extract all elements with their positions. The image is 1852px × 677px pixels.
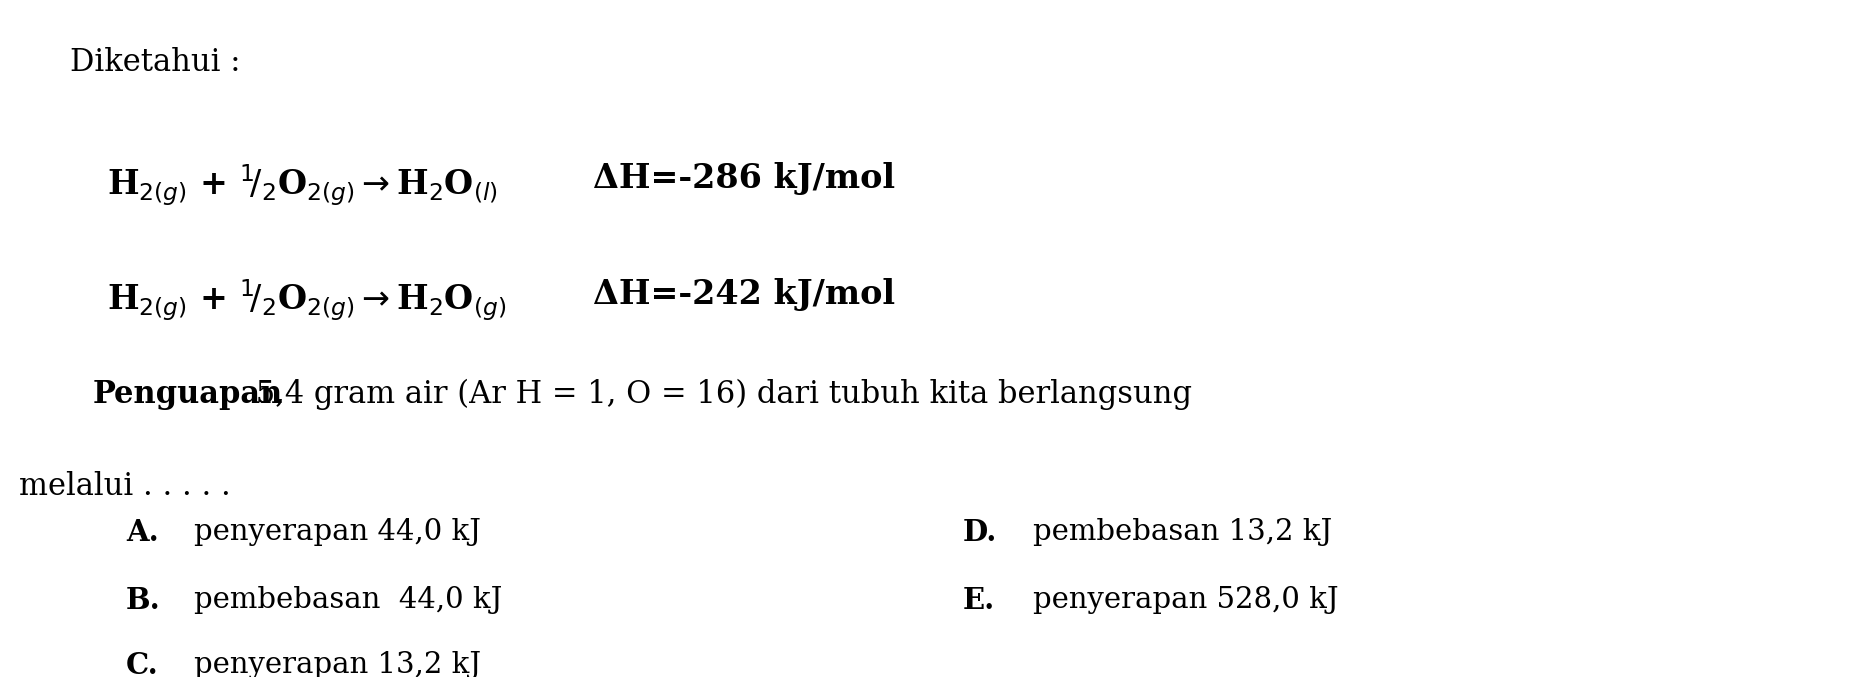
Text: B.: B.	[126, 586, 161, 615]
Text: penyerapan 44,0 kJ: penyerapan 44,0 kJ	[194, 518, 482, 546]
Text: ΔH=-242 kJ/mol: ΔH=-242 kJ/mol	[593, 278, 895, 311]
Text: A.: A.	[126, 518, 159, 547]
Text: H$_{2(g)}$ + $^{1}\!/_{2}$O$_{2(g)}$$\rightarrow$H$_2$O$_{(l)}$: H$_{2(g)}$ + $^{1}\!/_{2}$O$_{2(g)}$$\ri…	[107, 162, 498, 208]
Text: penyerapan 528,0 kJ: penyerapan 528,0 kJ	[1033, 586, 1339, 613]
Text: D.: D.	[963, 518, 998, 547]
Text: ΔH=-286 kJ/mol: ΔH=-286 kJ/mol	[593, 162, 895, 196]
Text: pembebasan  44,0 kJ: pembebasan 44,0 kJ	[194, 586, 504, 613]
Text: penyerapan 13,2 kJ: penyerapan 13,2 kJ	[194, 651, 482, 677]
Text: C.: C.	[126, 651, 159, 677]
Text: pembebasan 13,2 kJ: pembebasan 13,2 kJ	[1033, 518, 1333, 546]
Text: Diketahui :: Diketahui :	[70, 47, 241, 79]
Text: melalui . . . . .: melalui . . . . .	[19, 471, 230, 502]
Text: H$_{2(g)}$ + $^{1}\!/_{2}$O$_{2(g)}$$\rightarrow$H$_2$O$_{(g)}$: H$_{2(g)}$ + $^{1}\!/_{2}$O$_{2(g)}$$\ri…	[107, 278, 507, 323]
Text: 5,4 gram air (Ar H = 1, O = 16) dari tubuh kita berlangsung: 5,4 gram air (Ar H = 1, O = 16) dari tub…	[246, 379, 1193, 410]
Text: Penguapan: Penguapan	[93, 379, 283, 410]
Text: E.: E.	[963, 586, 995, 615]
